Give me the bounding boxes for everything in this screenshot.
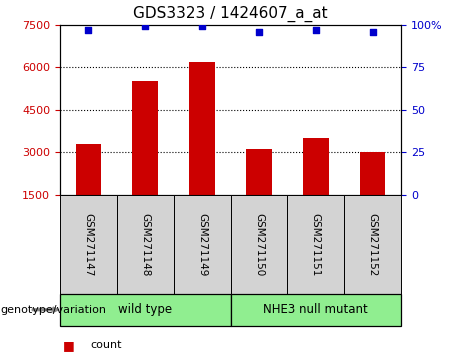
Point — [85, 27, 92, 33]
Point — [369, 29, 376, 34]
Text: ■: ■ — [63, 339, 75, 352]
Text: ■: ■ — [63, 353, 75, 354]
Text: GSM271148: GSM271148 — [140, 212, 150, 276]
Point — [198, 24, 206, 29]
Point — [312, 27, 319, 33]
Bar — [303, 138, 329, 195]
Text: wild type: wild type — [118, 303, 172, 316]
Point — [255, 29, 263, 34]
Text: count: count — [90, 340, 121, 350]
Point — [142, 24, 149, 29]
Bar — [76, 144, 101, 195]
Bar — [132, 81, 158, 195]
Text: GSM271147: GSM271147 — [83, 212, 94, 276]
Text: genotype/variation: genotype/variation — [0, 305, 106, 315]
Text: GSM271149: GSM271149 — [197, 212, 207, 276]
Bar — [246, 149, 272, 195]
Text: GSM271150: GSM271150 — [254, 213, 264, 276]
Bar — [189, 62, 215, 195]
Text: GSM271151: GSM271151 — [311, 212, 321, 276]
Title: GDS3323 / 1424607_a_at: GDS3323 / 1424607_a_at — [133, 6, 328, 22]
Bar — [360, 152, 385, 195]
Text: NHE3 null mutant: NHE3 null mutant — [263, 303, 368, 316]
Text: GSM271152: GSM271152 — [367, 212, 378, 276]
